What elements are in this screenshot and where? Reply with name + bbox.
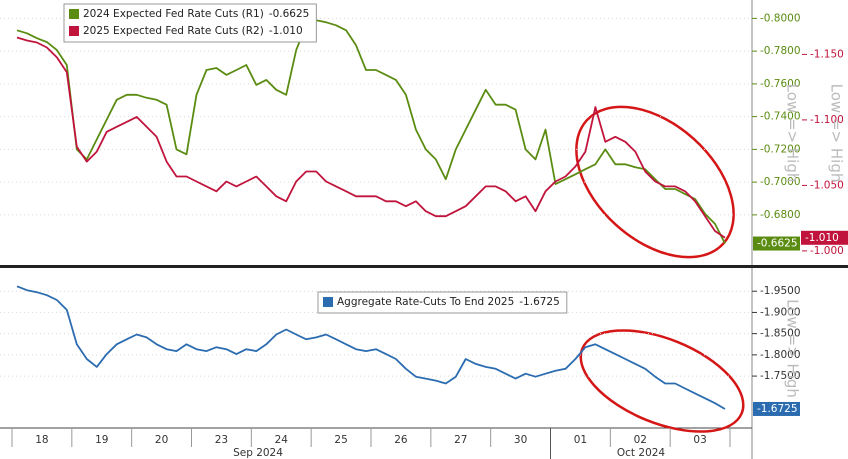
series-line <box>16 285 726 410</box>
legend-box <box>317 291 568 314</box>
last-value-label: -0.6625 <box>757 238 798 250</box>
series-line <box>16 36 726 239</box>
x-tick-label: 27 <box>454 434 467 446</box>
legend-box <box>63 3 317 43</box>
y-tick-label: -1.9000 <box>760 306 801 318</box>
y-tick-label: -0.7800 <box>760 45 801 57</box>
y-tick-label: -1.050 <box>810 179 844 191</box>
y-tick-label: -0.6800 <box>760 209 801 221</box>
legend-swatch <box>69 9 79 19</box>
y-axis-label: Low => High <box>784 84 802 183</box>
legend-swatch <box>323 297 333 307</box>
legend-swatch <box>69 26 79 36</box>
x-tick-label: 20 <box>155 434 168 446</box>
y-tick-label: -0.7400 <box>760 111 801 123</box>
y-tick-label: -1.9500 <box>760 285 801 297</box>
y-axis-label: Low => High <box>828 84 846 183</box>
legend-value: -1.6725 <box>519 296 560 308</box>
last-value-label: -1.6725 <box>757 403 798 415</box>
legend-value: -1.010 <box>269 25 303 37</box>
legend-label: 2025 Expected Fed Rate Cuts (R2) <box>83 25 264 37</box>
x-tick-label: 30 <box>514 434 527 446</box>
x-tick-label: 25 <box>334 434 347 446</box>
legend-label: Aggregate Rate-Cuts To End 2025 <box>337 296 514 308</box>
y-tick-label: -1.8000 <box>760 349 801 361</box>
last-value-box <box>753 401 800 416</box>
y-axis-label: Low => High <box>784 299 802 398</box>
x-tick-label: 26 <box>394 434 408 446</box>
x-tick-label: 24 <box>275 434 289 446</box>
series-line <box>16 19 726 244</box>
y-tick-label: -1.100 <box>810 114 844 126</box>
x-tick-label: 03 <box>693 434 706 446</box>
y-tick-label: -1.8500 <box>760 328 801 340</box>
x-tick-label: 18 <box>35 434 48 446</box>
y-tick-label: -1.150 <box>810 48 844 60</box>
x-tick-label: 01 <box>574 434 587 446</box>
y-tick-label: -0.7000 <box>760 176 801 188</box>
x-tick-label: 23 <box>215 434 228 446</box>
highlight-ellipse <box>579 329 745 433</box>
y-tick-label: -0.8000 <box>760 12 801 24</box>
legend-value: -0.6625 <box>269 8 310 20</box>
y-tick-label: -1.000 <box>810 245 844 257</box>
x-tick-label: 19 <box>95 434 108 446</box>
x-group-label: Sep 2024 <box>233 447 283 459</box>
y-tick-label: -1.7500 <box>760 370 801 382</box>
last-value-label: -1.010 <box>805 232 839 244</box>
y-tick-label: -0.7600 <box>760 78 801 90</box>
y-tick-label: -0.7200 <box>760 143 801 155</box>
last-value-box <box>753 236 800 251</box>
highlight-ellipse <box>575 105 735 259</box>
x-tick-label: 02 <box>634 434 647 446</box>
legend-label: 2024 Expected Fed Rate Cuts (R1) <box>83 8 264 20</box>
last-value-box <box>801 230 848 245</box>
x-group-label: Oct 2024 <box>617 447 666 459</box>
